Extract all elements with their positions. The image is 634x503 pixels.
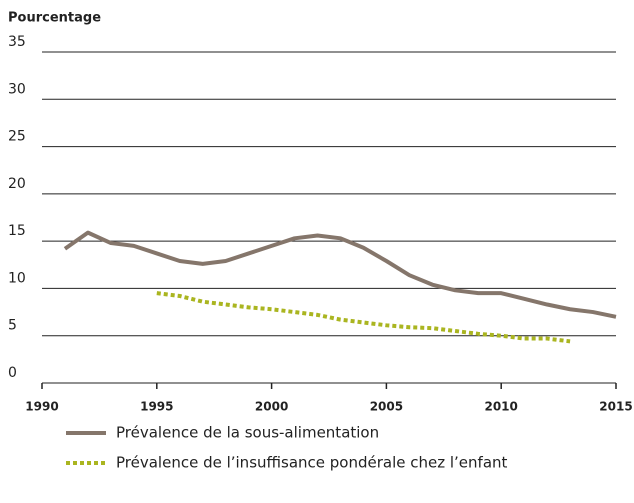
x-tick-label: 1995 [140, 400, 173, 414]
y-tick-label: 10 [8, 270, 26, 286]
x-tick-label: 1990 [25, 400, 58, 414]
y-tick-label: 5 [8, 318, 17, 334]
series-line [63, 230, 617, 319]
x-tick-label: 2005 [370, 400, 403, 414]
legend-label: Prévalence de la sous-alimentation [116, 424, 379, 442]
y-tick-label: 20 [8, 176, 26, 192]
legend-label: Prévalence de l’insuffisance pondérale c… [116, 454, 508, 472]
series-line [156, 291, 571, 344]
x-tick-label: 2000 [255, 400, 288, 414]
y-tick-label: 25 [8, 129, 26, 145]
y-tick-label: 35 [8, 34, 26, 50]
y-tick-label: 0 [8, 365, 17, 381]
x-tick-label: 2010 [484, 400, 517, 414]
x-tick-label: 2015 [599, 400, 632, 414]
y-tick-label: 15 [8, 223, 26, 239]
y-axis-title: Pourcentage [8, 11, 101, 26]
y-tick-label: 30 [8, 81, 26, 97]
